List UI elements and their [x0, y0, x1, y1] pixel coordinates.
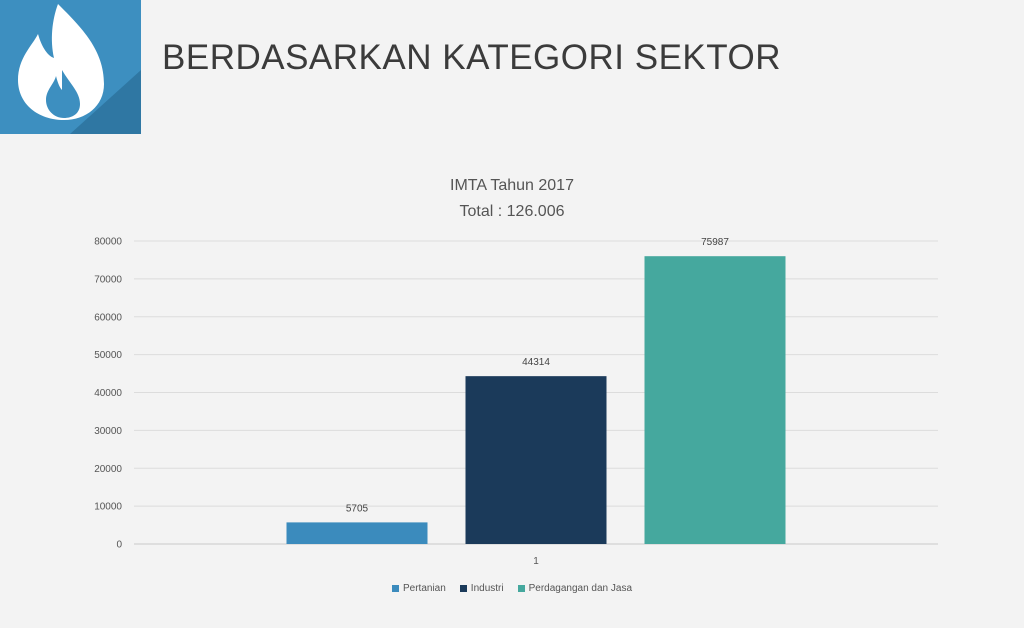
- legend-swatch: [517, 585, 525, 592]
- legend-item-pertanian: Pertanian: [391, 583, 446, 594]
- bar-perdagangan-dan-jasa: [644, 256, 786, 544]
- y-tick-label: 0: [116, 540, 122, 551]
- flame-icon: [18, 4, 141, 134]
- chart-legend: Pertanian Industri Perdagangan dan Jasa: [0, 583, 1024, 594]
- legend-label: Perdagangan dan Jasa: [528, 583, 633, 594]
- bar-pertanian: [286, 522, 428, 544]
- y-tick-label: 80000: [94, 237, 122, 248]
- y-tick-label: 20000: [94, 464, 122, 475]
- data-label: 75987: [701, 237, 729, 248]
- chart-title: IMTA Tahun 2017: [450, 177, 574, 194]
- logo-tile: [0, 0, 141, 134]
- chart-subtitle: Total : 126.006: [459, 203, 565, 220]
- legend-label: Industri: [470, 583, 504, 594]
- y-tick-label: 30000: [94, 426, 122, 437]
- legend-label: Pertanian: [402, 583, 446, 594]
- y-tick-label: 50000: [94, 350, 122, 361]
- slide-title: BERDASARKAN KATEGORI SEKTOR: [162, 38, 782, 77]
- y-tick-label: 70000: [94, 274, 122, 285]
- data-label: 5705: [346, 503, 369, 514]
- y-tick-label: 60000: [94, 312, 122, 323]
- bar-industri: [465, 376, 607, 544]
- legend-item-perdagangan-dan-jasa: Perdagangan dan Jasa: [517, 583, 633, 594]
- legend-item-industri: Industri: [459, 583, 504, 594]
- y-tick-label: 40000: [94, 388, 122, 399]
- legend-swatch: [391, 585, 399, 592]
- x-tick-label: 1: [533, 556, 539, 567]
- y-tick-label: 10000: [94, 502, 122, 513]
- legend-swatch: [459, 585, 467, 592]
- data-label: 44314: [522, 357, 550, 368]
